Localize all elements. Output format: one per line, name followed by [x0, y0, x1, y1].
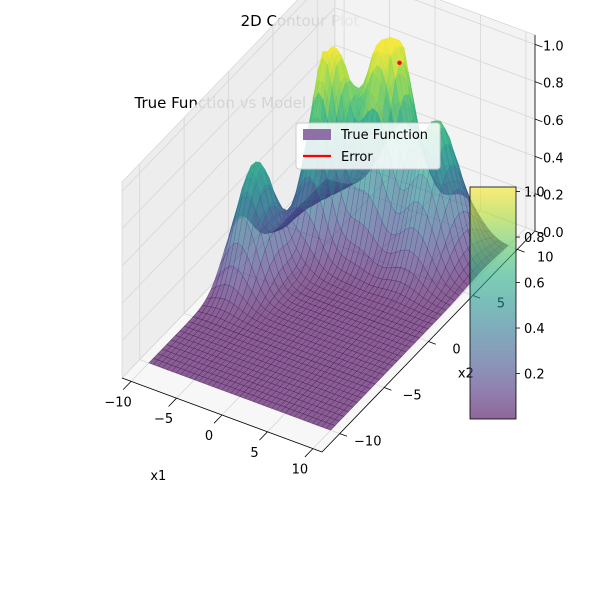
z-tick-mark — [534, 118, 543, 123]
error-marker — [397, 60, 402, 66]
x-tick-label: 10 — [292, 463, 309, 478]
z-tick-label: 1.0 — [543, 39, 564, 54]
gridline-left-z — [121, 7, 336, 229]
x-tick-label: −10 — [104, 395, 131, 410]
z-tick-mark — [534, 155, 543, 160]
colorbar-tick-label: 0.8 — [524, 231, 545, 246]
gridline-back-z — [334, 44, 536, 120]
y-tick-label: 10 — [537, 250, 554, 265]
colorbar: 0.2 0.4 0.6 0.8 1.0 — [469, 186, 545, 420]
colorbar-fill — [469, 186, 517, 420]
x-tick-mark — [168, 397, 177, 407]
z-tick-label: 0.8 — [543, 77, 564, 92]
z-tick-label: 0.6 — [543, 114, 564, 129]
gridline-left-z — [121, 0, 307, 192]
gridline-back-z — [414, 0, 536, 45]
y-tick-label: −5 — [403, 389, 422, 404]
legend-swatch-true-function — [303, 129, 331, 140]
z-tick-mark — [534, 193, 543, 197]
colorbar-tick-label: 0.4 — [524, 322, 545, 337]
x-tick-mark — [122, 381, 132, 390]
z-tick-mark — [534, 230, 543, 235]
gridline-back-z — [334, 7, 536, 83]
x-tick-label: 5 — [250, 446, 258, 461]
x-axis-label: x1 — [150, 469, 166, 484]
x-tick-label: 0 — [205, 429, 213, 444]
y-tick-label: −10 — [354, 435, 381, 450]
x-tick-mark — [304, 448, 314, 458]
legend: True Function Error — [295, 122, 441, 170]
colorbar-ticks: 0.2 0.4 0.6 0.8 1.0 — [516, 186, 545, 383]
y-tick-mark — [383, 387, 392, 391]
y-tick-mark — [428, 341, 436, 345]
x-tick-mark — [213, 414, 223, 424]
y-tick-mark — [339, 433, 348, 437]
z-tick-label: 0.0 — [543, 226, 564, 241]
colorbar-tick-label: 1.0 — [524, 186, 545, 201]
colorbar-tick-label: 0.6 — [524, 277, 545, 292]
x-tick-label: −5 — [154, 412, 173, 427]
surface-patch — [325, 423, 336, 431]
z-tick-mark — [534, 43, 543, 48]
y-tick-label: 0 — [452, 343, 460, 358]
legend-label-true-function: True Function — [340, 128, 428, 143]
legend-label-error: Error — [341, 150, 373, 165]
gridline-left-z — [121, 44, 336, 267]
colorbar-tick-label: 0.2 — [524, 368, 545, 383]
legend-box — [295, 122, 441, 170]
z-tick-label: 0.4 — [543, 151, 564, 166]
y-tick-mark — [517, 249, 525, 253]
x-tick-mark — [259, 431, 268, 441]
z-tick-label: 0.2 — [543, 189, 564, 204]
z-tick-mark — [534, 81, 543, 85]
gridline-left-z — [121, 82, 336, 304]
